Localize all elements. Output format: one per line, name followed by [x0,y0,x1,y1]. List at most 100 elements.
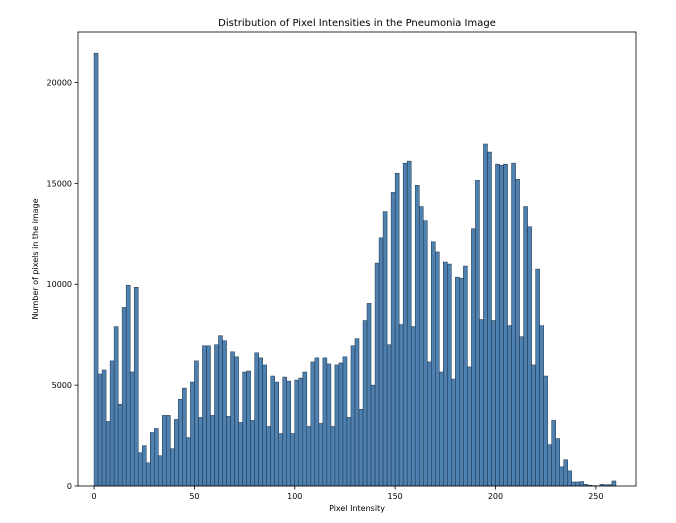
histogram-bar [342,356,348,487]
histogram-bar [527,226,532,487]
histogram-bar [298,377,304,487]
histogram-bar [390,192,396,487]
y-tick-label: 0 [67,482,72,491]
histogram-bar [186,437,191,487]
histogram-bar [278,433,283,487]
histogram-bar [511,162,516,487]
histogram-bar [154,428,159,487]
histogram-bar [294,379,300,487]
histogram-bar [162,415,167,487]
histogram-bar [226,416,231,487]
histogram-bar [382,211,388,487]
histogram-bar [410,326,416,487]
histogram-bar [230,351,235,487]
histogram-bar [322,357,328,487]
histogram-bar [214,344,219,487]
histogram-bar [422,220,428,487]
histogram-bar [290,433,296,487]
histogram-bar [374,262,380,487]
histogram-bar [105,421,111,487]
histogram-bar [358,409,364,487]
histogram-bar [121,307,127,487]
histogram-bar [145,462,151,487]
histogram-bar [362,320,368,487]
histogram-bar [129,371,135,487]
histogram-bar [150,432,155,487]
histogram-bar [97,373,103,487]
histogram-bar [330,426,336,487]
histogram-bar [418,206,424,487]
histogram-bar [467,366,472,487]
histogram-bar [431,241,436,487]
x-tick-label: 250 [588,492,603,501]
histogram-bar [258,357,263,487]
histogram-bar [459,277,464,487]
histogram-bar [471,228,476,487]
histogram-bar [194,360,199,487]
histogram-bar [495,163,500,487]
histogram-bar [338,362,344,487]
histogram-bar [306,426,312,487]
y-axis-label: Number of pixels in the image [31,198,40,319]
histogram-bar [543,375,548,487]
histogram-bar [218,335,223,487]
x-tick-label: 150 [387,492,402,501]
histogram-bars [93,52,617,487]
histogram-bar [190,381,195,487]
x-axis-ticks: 0 50 100 150 200 250 [92,486,603,501]
histogram-bar [310,361,316,487]
histogram-bar [378,237,384,487]
histogram-bar [246,370,251,487]
histogram-bar [539,325,544,487]
histogram-bar [402,162,408,487]
histogram-bar [158,455,163,487]
histogram-bar [463,265,468,487]
y-tick-label: 5000 [52,381,72,390]
histogram-bar [475,180,480,487]
histogram-bar [519,336,524,487]
histogram-bar [182,387,187,487]
histogram-bar [282,376,287,487]
histogram-bar [113,326,119,487]
histogram-bar [350,345,356,487]
histogram-bar [93,52,99,487]
histogram-bar [406,160,412,487]
histogram-bar [551,420,556,487]
y-tick-label: 20000 [47,78,72,87]
histogram-bar [286,380,292,487]
histogram-bar [318,423,324,487]
x-tick-label: 200 [488,492,503,501]
histogram-bar [346,417,352,487]
histogram-bar [535,268,540,487]
histogram-bar [206,345,211,487]
histogram-bar [210,415,215,487]
y-tick-label: 15000 [47,179,72,188]
histogram-bar [101,369,107,487]
histogram-bar [234,356,239,487]
x-tick-label: 100 [287,492,302,501]
histogram-bar [141,445,147,487]
histogram-bar [447,263,452,487]
x-tick-label: 0 [92,492,97,501]
histogram-bar [386,344,392,487]
histogram-bar [334,364,340,487]
histogram-bar [398,324,404,487]
y-tick-label: 10000 [47,280,72,289]
histogram-bar [242,371,247,487]
histogram-bar [262,364,267,487]
histogram-bar [133,286,139,487]
histogram-bar [483,143,488,487]
histogram-bar [479,319,484,487]
histogram-bar [547,444,552,487]
histogram-bar [451,378,456,487]
histogram-bar [455,276,460,487]
histogram-bar [515,179,520,487]
histogram-bar [266,426,271,487]
histogram-bar [503,163,508,487]
histogram-bar [523,206,528,487]
histogram-bar [575,481,581,487]
histogram-bar [178,398,183,487]
histogram-bar [563,459,569,487]
histogram-bar [270,375,275,487]
x-tick-label: 50 [189,492,199,501]
